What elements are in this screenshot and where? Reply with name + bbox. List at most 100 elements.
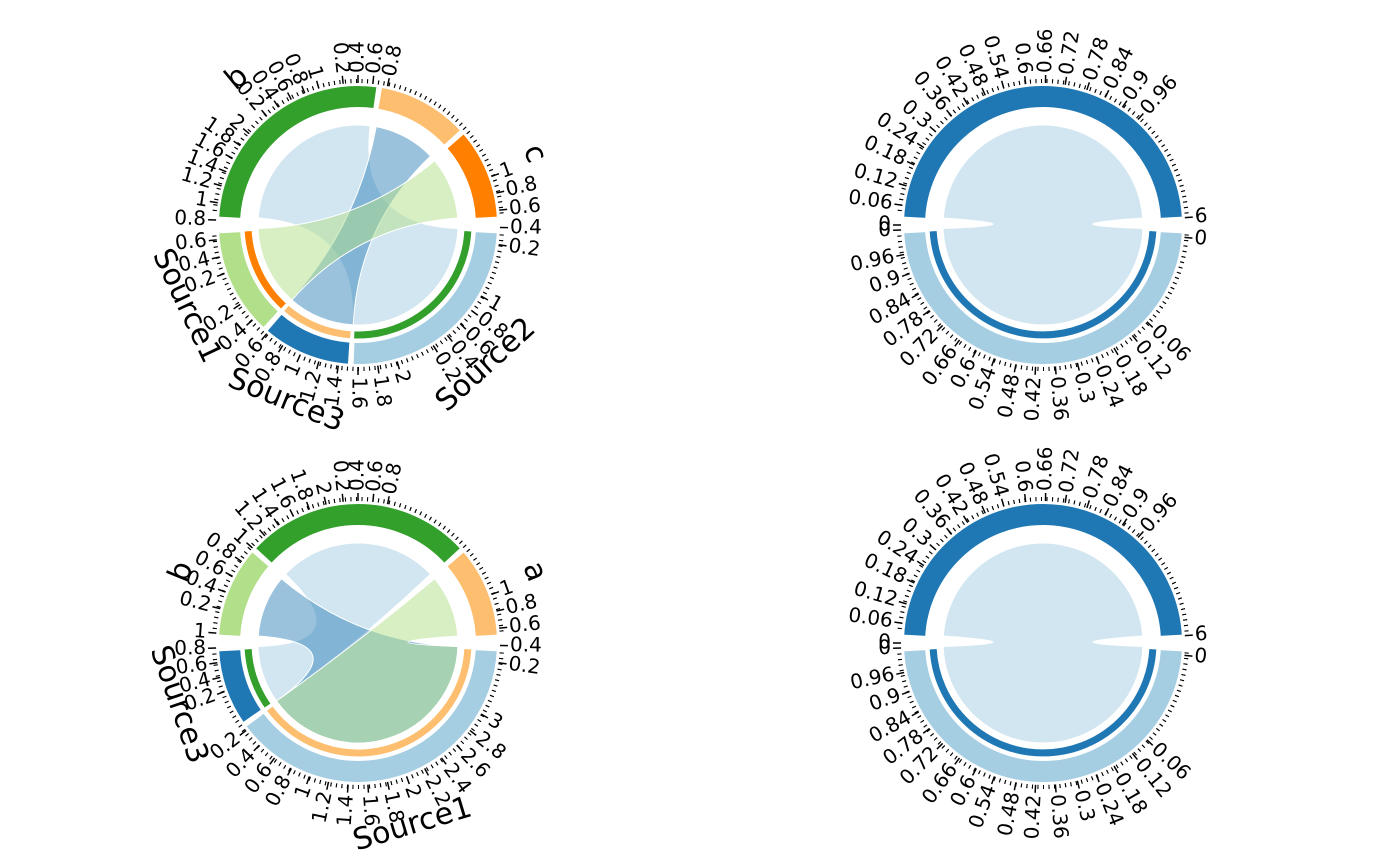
chord-bottom-left-lower-minor-tick — [439, 758, 443, 763]
chord-bottom-left-lower-minor-tick — [303, 774, 306, 779]
chord-top-right-upper-tick-label-0: 0 — [878, 212, 891, 236]
chord-bottom-left-upper-tick-1 — [212, 676, 221, 681]
chord-bottom-left-links — [257, 542, 459, 744]
chord-top-left-lower-minor-tick — [263, 113, 267, 117]
chord-bottom-left-lower-tick-1 — [496, 608, 505, 612]
chord-top-right-lower-minor-tick — [978, 352, 981, 357]
chord-bottom-left-upper-tick-6 — [217, 588, 226, 593]
chord-top-left-inner-band-1 — [282, 304, 352, 340]
chord-top-right-lower-minor-tick — [954, 337, 958, 342]
chord-bottom-left-lower-minor-tick — [484, 576, 489, 580]
chord-top-right-lower-minor-tick — [966, 100, 970, 105]
chord-top-left-lower-minor-tick — [301, 90, 304, 95]
chord-bottom-right-lower-minor-tick — [944, 534, 948, 539]
chord-bottom-right-upper-tick-15 — [1121, 518, 1128, 526]
chord-bottom-left-lower-tick-7 — [456, 744, 463, 752]
chord-top-left-lower-minor-tick — [477, 301, 482, 305]
chord-bottom-right-lower-minor-tick — [1165, 714, 1170, 718]
chord-bottom-right-lower-minor-tick — [906, 589, 911, 593]
chord-top-right-lower-minor-tick — [998, 360, 1002, 365]
chord-top-right-lower-minor-tick — [1089, 86, 1092, 92]
chord-bottom-left-lower-minor-tick — [438, 522, 442, 527]
chord-top-right-lower-minor-tick — [904, 176, 909, 180]
chord-top-right-lower-minor-tick — [1118, 101, 1122, 106]
chord-bottom-right-lower-minor-tick — [1183, 619, 1188, 621]
chord-bottom-right-upper-tick-label-17: 6 — [1194, 621, 1208, 646]
chord-bottom-left-lower-tick-label-2: 0.6 — [508, 610, 542, 637]
chord-bottom-left-lower-minor-tick — [298, 772, 301, 777]
chord-bottom-left-lower-minor-tick — [223, 584, 228, 588]
chord-top-right-lower-minor-tick — [916, 151, 921, 155]
chord-top-left-lower-minor-tick — [390, 363, 393, 368]
chord-bottom-right-lower-minor-tick — [1073, 500, 1076, 505]
chord-bottom-left-lower-minor-tick — [476, 562, 481, 566]
chord-top-right-upper-tick-3 — [906, 160, 915, 166]
chord-bottom-left-upper-tick-0 — [216, 690, 225, 696]
chord-top-left-lower-minor-tick — [224, 282, 229, 286]
chord-bottom-left-lower-minor-tick — [278, 762, 282, 766]
chord-top-right-lower-minor-tick — [1073, 82, 1076, 87]
chord-top-left-lower-minor-tick — [393, 83, 396, 88]
chord-top-right-lower-minor-tick — [958, 341, 962, 345]
chord-bottom-left-lower-minor-tick — [493, 684, 498, 687]
chord-bottom-right-lower-minor-tick — [1162, 719, 1167, 723]
chord-bottom-right-inner-ring — [928, 648, 1158, 758]
chord-panel-bottom-left: 0.20.40.60.810.20.40.60.811.21.41.61.820… — [143, 459, 555, 859]
chord-top-right-lower-tick-label-10: 0.42 — [1019, 376, 1045, 422]
chord-bottom-right-lower-minor-tick — [1113, 516, 1117, 521]
chord-top-left-lower-minor-tick — [276, 103, 280, 108]
chord-top-left-lower-minor-tick — [335, 365, 338, 370]
chord-bottom-left-lower-minor-tick — [404, 504, 407, 510]
chord-top-left-lower-tick-14 — [315, 361, 320, 370]
chord-bottom-left-lower-tick-8 — [440, 757, 447, 765]
chord-bottom-right-lower-minor-tick — [902, 680, 907, 683]
chord-bottom-right-lower-minor-tick — [916, 569, 921, 573]
chord-bottom-left-lower-minor-tick — [301, 508, 304, 513]
chord-top-right-lower-minor-tick — [900, 193, 905, 195]
chord-top-left-lower-minor-tick — [223, 166, 228, 170]
chord-bottom-right-lower-minor-tick — [1096, 774, 1099, 779]
chord-bottom-right-lower-minor-tick — [1078, 501, 1081, 506]
chord-bottom-left-lower-minor-tick — [487, 699, 492, 703]
chord-bottom-right-lower-minor-tick — [903, 600, 908, 603]
chord-bottom-left-lower-minor-tick — [232, 715, 237, 719]
chord-top-right-lower-minor-tick — [1068, 81, 1070, 86]
chord-bottom-left-lower-tick-15 — [305, 776, 311, 785]
chord-bottom-right-lower-minor-tick — [1129, 755, 1133, 759]
chord-top-left-lower-minor-tick — [383, 81, 385, 86]
chord-top-left-lower-minor-tick — [388, 82, 391, 87]
chord-bottom-left-lower-minor-tick — [466, 548, 471, 553]
chord-top-left-lower-minor-tick — [438, 104, 442, 109]
chord-top-left-lower-minor-tick — [444, 337, 448, 341]
chord-bottom-left-lower-minor-tick — [446, 529, 451, 533]
chord-bottom-left-lower-minor-tick — [252, 741, 257, 745]
chord-bottom-left-lower-minor-tick — [455, 536, 459, 541]
chord-top-left-lower-minor-tick — [425, 349, 429, 354]
chord-top-left-lower-minor-tick — [298, 354, 301, 359]
chord-bottom-left-lower-minor-tick — [469, 553, 474, 557]
chord-top-left-upper-tick-8 — [233, 140, 241, 147]
chord-top-right-lower-minor-tick — [1070, 364, 1072, 369]
chord-bottom-right-lower-minor-tick — [904, 594, 909, 598]
chord-bottom-left-lower-tick-label-3: 0.4 — [510, 632, 542, 657]
chord-bottom-right-lower-minor-tick — [961, 521, 965, 526]
chord-bottom-left-lower-minor-tick — [263, 531, 267, 535]
chord-bottom-left-lower-minor-tick — [424, 513, 427, 518]
chord-top-right-lower-minor-tick — [1144, 122, 1148, 127]
chord-top-right-lower-minor-tick — [1171, 163, 1176, 167]
chord-bottom-right-lower-minor-tick — [1064, 783, 1067, 788]
chord-bottom-left-lower-minor-tick — [433, 519, 437, 524]
chord-top-right-lower-minor-tick — [1165, 296, 1170, 300]
chord-top-left-lower-tick-17 — [261, 333, 268, 341]
chord-bottom-right-lower-minor-tick — [903, 685, 908, 688]
chord-top-right-upper-tick-14 — [1104, 89, 1110, 98]
chord-bottom-left-lower-tick-14 — [326, 781, 330, 790]
chord-bottom-right-lower-tick-4 — [922, 727, 931, 734]
chord-bottom-right-lower-tick-7 — [971, 768, 977, 776]
chord-bottom-left-lower-minor-tick — [234, 564, 239, 568]
chord-bottom-left-lower-minor-tick — [428, 516, 432, 521]
chord-bottom-left-lower-minor-tick — [216, 605, 221, 608]
chord-top-right-lower-minor-tick — [949, 334, 954, 339]
chord-bottom-left-lower-tick-19 — [239, 729, 247, 736]
chord-bottom-left-lower-minor-tick — [283, 764, 287, 769]
